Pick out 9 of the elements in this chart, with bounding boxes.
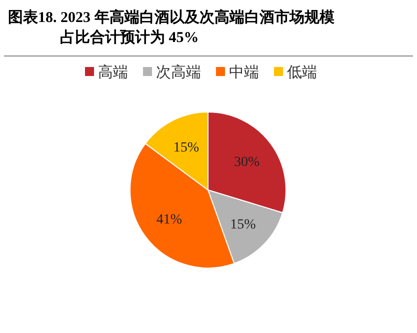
legend-label: 高端 <box>98 64 128 81</box>
legend-label: 低端 <box>287 64 317 81</box>
data-label: 30% <box>234 155 260 170</box>
legend-label: 中端 <box>229 64 259 81</box>
legend-label: 次高端 <box>156 64 201 81</box>
data-label: 15% <box>230 217 256 232</box>
data-label: 41% <box>156 212 182 228</box>
data-label: 15% <box>173 140 200 156</box>
chart-title: 图表18. 2023 年高端白酒以及次高端白酒市场规模占比合计预计为 45% <box>8 8 336 46</box>
